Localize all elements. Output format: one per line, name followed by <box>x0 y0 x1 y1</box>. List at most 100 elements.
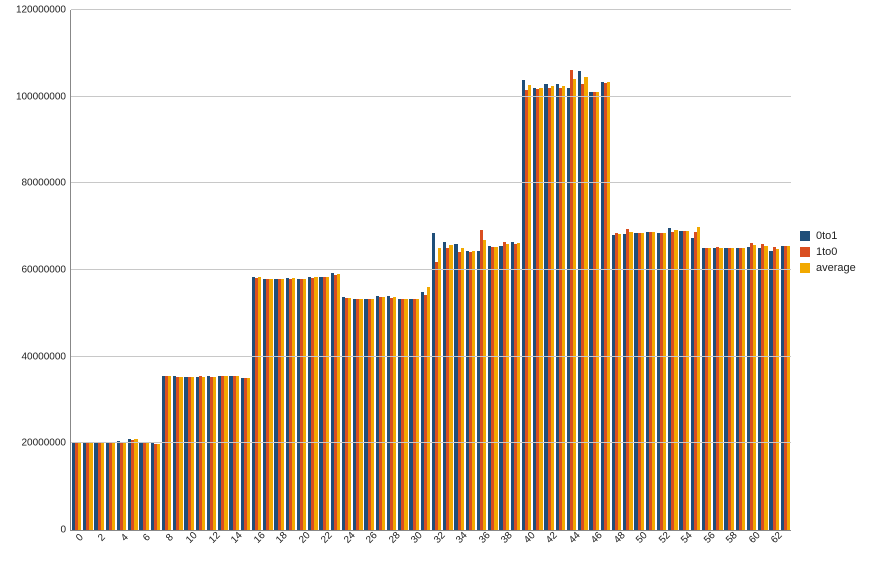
x-tick-label: 20 <box>297 530 313 546</box>
bar <box>764 246 767 530</box>
gridline <box>71 182 791 183</box>
bar <box>191 377 194 530</box>
legend-item-average: average <box>800 262 856 274</box>
gridline <box>71 442 791 443</box>
x-tick-label: 40 <box>522 530 538 546</box>
y-tick-label: 100000000 <box>4 91 66 102</box>
bars-container <box>71 10 791 530</box>
bar-group <box>690 10 701 530</box>
bar <box>472 251 475 530</box>
bar <box>179 377 182 530</box>
y-tick-label: 120000000 <box>4 5 66 16</box>
bar-group <box>105 10 116 530</box>
bar-group <box>442 10 453 530</box>
x-tick-label: 22 <box>319 530 335 546</box>
bar <box>663 233 666 530</box>
bar-group <box>161 10 172 530</box>
bar <box>314 277 317 530</box>
legend-swatch-average-icon <box>800 263 810 273</box>
bar-group <box>206 10 217 530</box>
bar-group <box>532 10 543 530</box>
bar-group <box>555 10 566 530</box>
chart-container: 0to1 1to0 average 0200000004000000060000… <box>0 0 880 568</box>
bar-group <box>622 10 633 530</box>
bar <box>359 299 362 530</box>
bar-group <box>600 10 611 530</box>
bar <box>371 299 374 530</box>
x-tick-label: 38 <box>499 530 515 546</box>
bar-group <box>386 10 397 530</box>
bar-group <box>431 10 442 530</box>
bar <box>202 377 205 530</box>
y-tick-label: 80000000 <box>4 178 66 189</box>
bar <box>652 232 655 530</box>
bar-group <box>397 10 408 530</box>
x-tick-label: 0 <box>74 532 86 544</box>
bar-group <box>195 10 206 530</box>
bar-group <box>769 10 780 530</box>
x-tick-label: 54 <box>679 530 695 546</box>
bar-group <box>724 10 735 530</box>
bar-group <box>139 10 150 530</box>
bar <box>247 378 250 530</box>
bar-group <box>184 10 195 530</box>
legend: 0to1 1to0 average <box>800 230 856 278</box>
bar <box>686 231 689 530</box>
bar <box>292 278 295 530</box>
bar-group <box>82 10 93 530</box>
bar-group <box>634 10 645 530</box>
bar-group <box>499 10 510 530</box>
bar <box>483 240 486 530</box>
x-tick-label: 44 <box>567 530 583 546</box>
x-tick-label: 52 <box>657 530 673 546</box>
bar <box>731 248 734 530</box>
bar-group <box>521 10 532 530</box>
x-tick-label: 46 <box>589 530 605 546</box>
bar-group <box>71 10 82 530</box>
bar <box>427 287 430 530</box>
bar-group <box>566 10 577 530</box>
bar <box>146 443 149 530</box>
bar-group <box>352 10 363 530</box>
x-tick-label: 48 <box>612 530 628 546</box>
bar-group <box>645 10 656 530</box>
bar-group <box>307 10 318 530</box>
bar <box>494 247 497 530</box>
x-tick-label: 12 <box>207 530 223 546</box>
x-tick-label: 6 <box>141 532 153 544</box>
bar <box>416 299 419 530</box>
legend-swatch-1to0-icon <box>800 247 810 257</box>
bar <box>674 230 677 530</box>
bar <box>607 82 610 530</box>
x-tick-label: 30 <box>409 530 425 546</box>
x-tick-label: 62 <box>769 530 785 546</box>
bar <box>551 86 554 530</box>
x-tick-label: 26 <box>364 530 380 546</box>
legend-label-1to0: 1to0 <box>816 246 837 258</box>
bar-group <box>454 10 465 530</box>
bar <box>539 88 542 530</box>
bar-group <box>577 10 588 530</box>
bar-group <box>667 10 678 530</box>
bar-group <box>780 10 791 530</box>
bar <box>753 245 756 530</box>
x-tick-label: 8 <box>164 532 176 544</box>
bar <box>213 377 216 530</box>
bar-group <box>94 10 105 530</box>
bar <box>168 376 171 530</box>
bar <box>742 248 745 530</box>
bar <box>393 297 396 530</box>
bar-group <box>465 10 476 530</box>
bar <box>303 279 306 530</box>
bar-group <box>544 10 555 530</box>
bar-group <box>611 10 622 530</box>
x-tick-label: 56 <box>702 530 718 546</box>
bar-group <box>341 10 352 530</box>
bar <box>326 277 329 530</box>
bar-group <box>172 10 183 530</box>
bar <box>562 86 565 530</box>
bar <box>461 248 464 530</box>
x-tick-label: 4 <box>119 532 131 544</box>
gridline <box>71 96 791 97</box>
bar-group <box>285 10 296 530</box>
